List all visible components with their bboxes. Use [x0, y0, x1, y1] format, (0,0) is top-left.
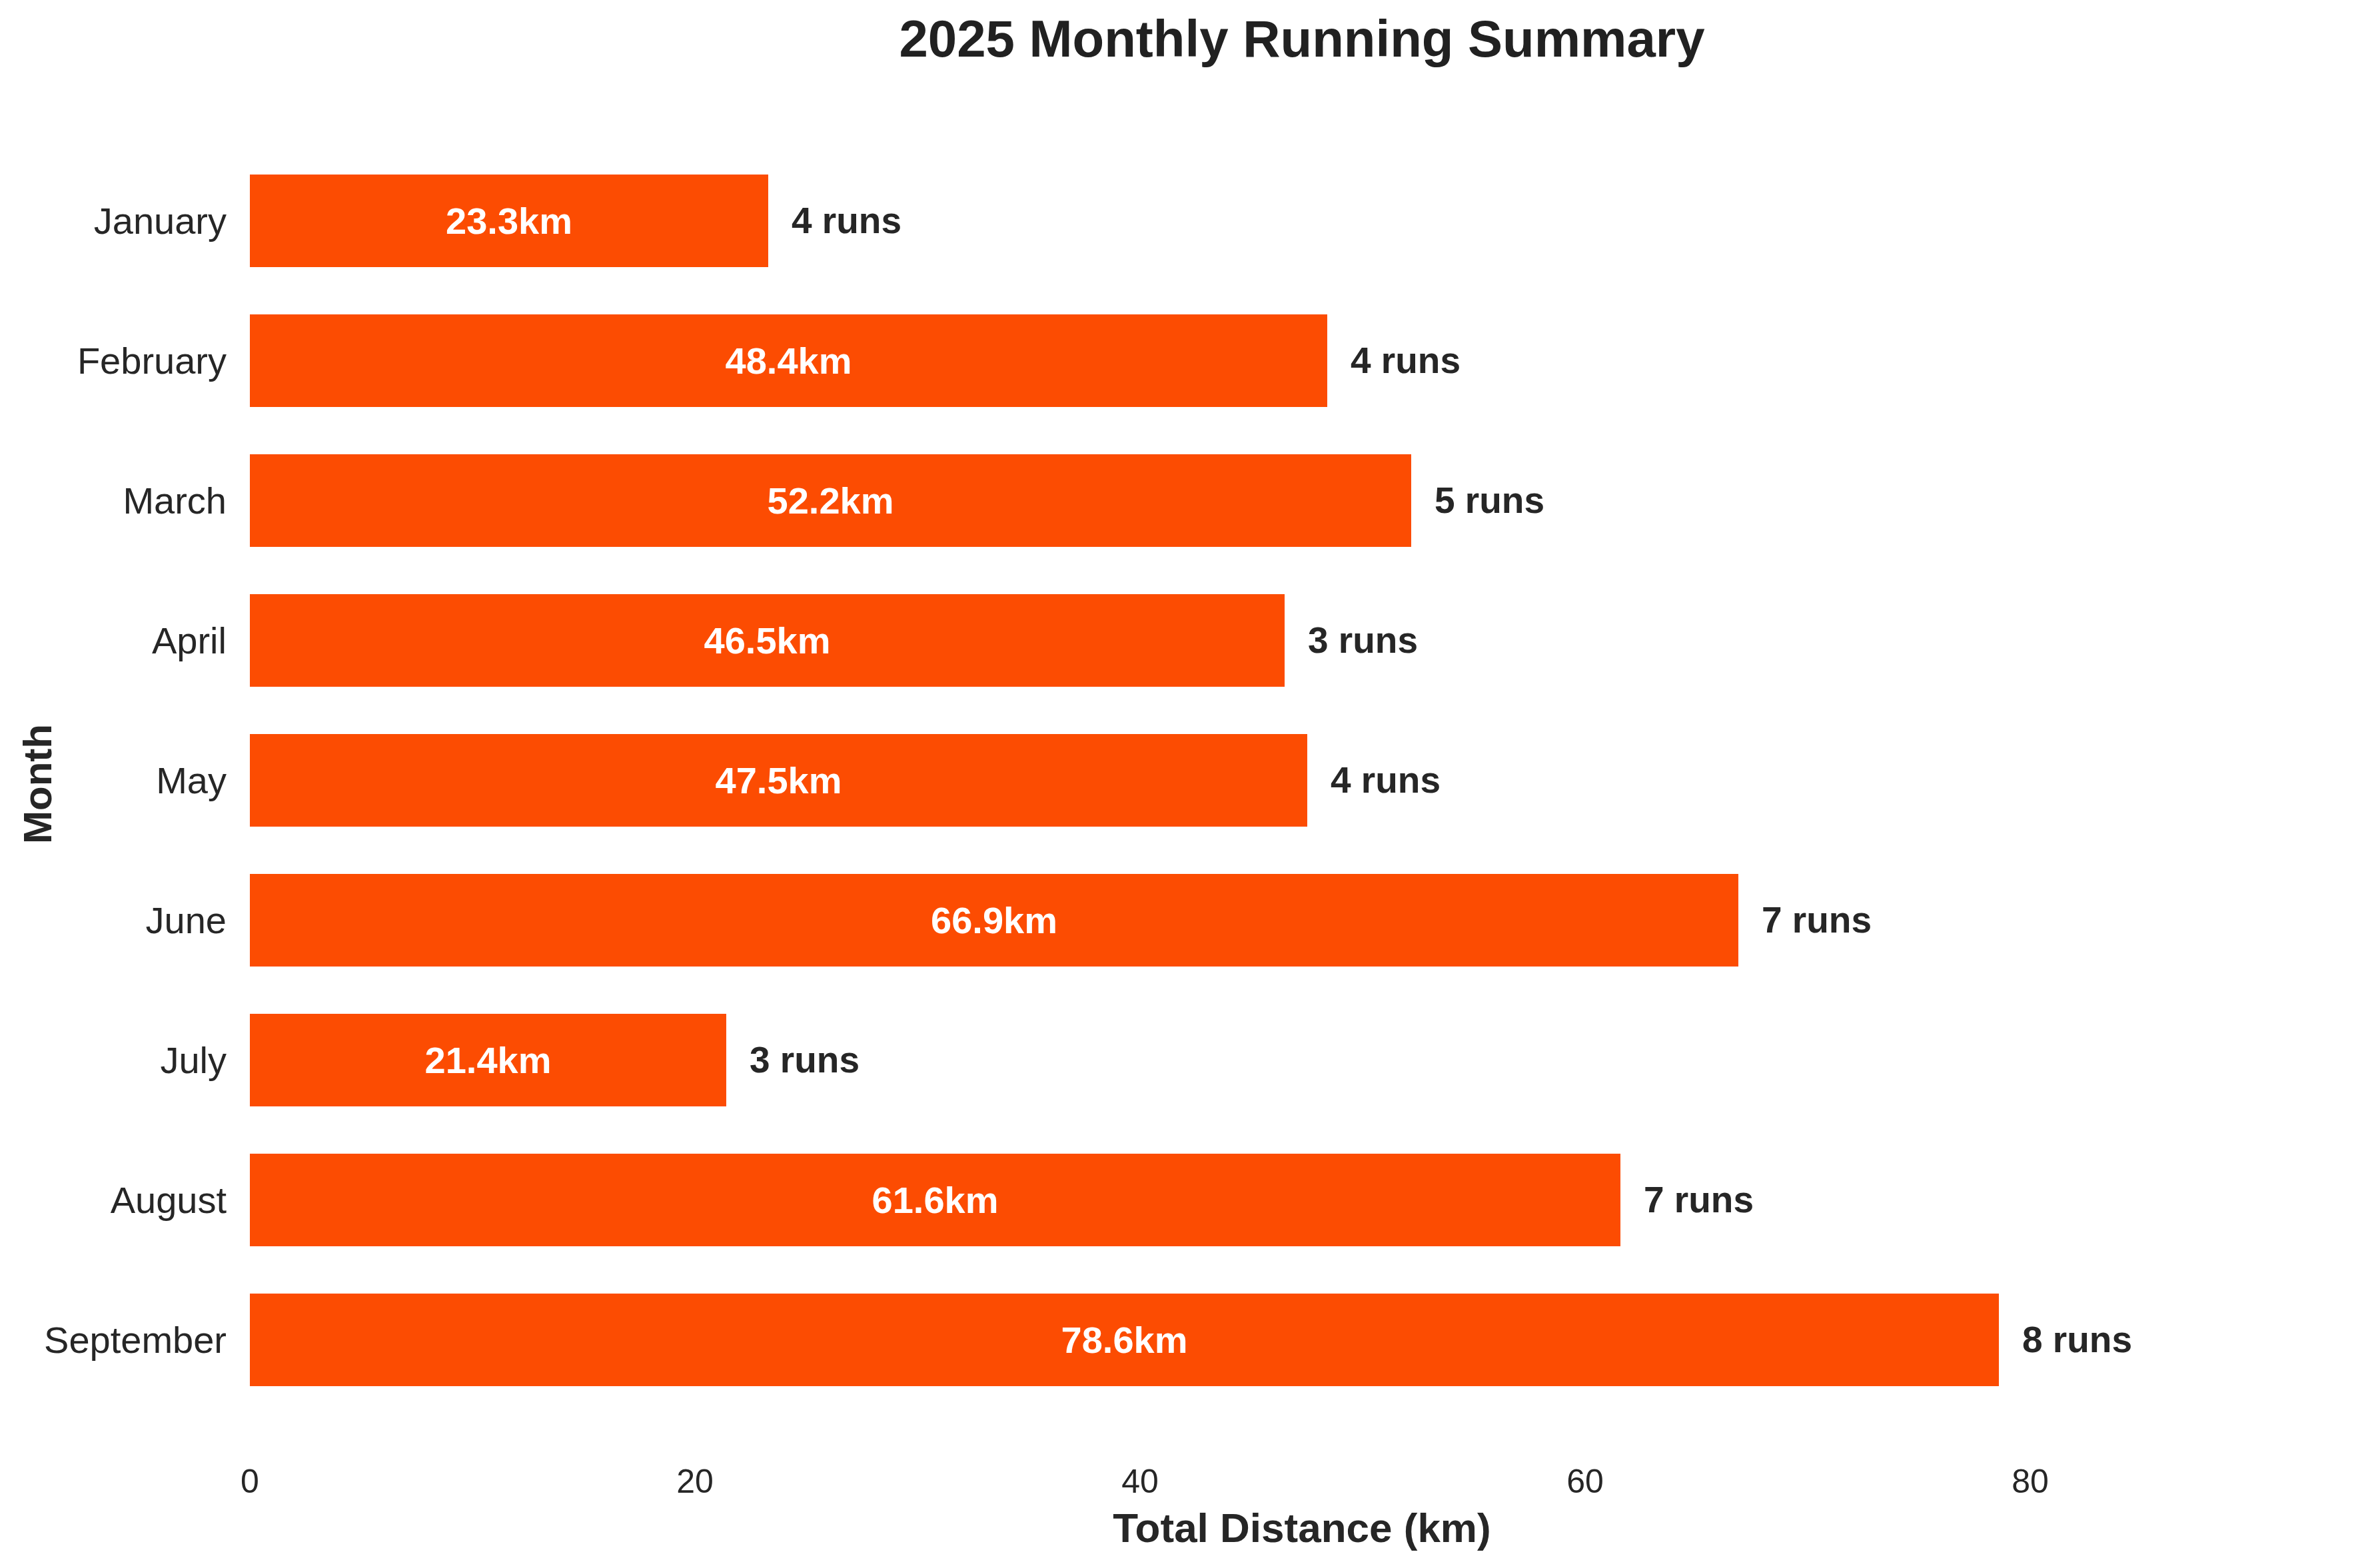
bar-distance-label: 21.4km: [425, 1038, 552, 1082]
runs-count-label: 4 runs: [792, 199, 901, 242]
x-axis-tick-label: 20: [676, 1463, 714, 1500]
y-axis-category-label: April: [0, 619, 250, 662]
runs-count-label: 4 runs: [1351, 339, 1461, 382]
bar-distance-label: 52.2km: [768, 479, 894, 522]
y-axis-category-label: May: [0, 759, 250, 802]
y-axis-category-label: August: [0, 1178, 250, 1222]
x-axis-label: Total Distance (km): [250, 1504, 2354, 1551]
y-axis-category-label: January: [0, 199, 250, 242]
bar-row: July 21.4km 3 runs: [0, 990, 2366, 1130]
y-axis-category-label: June: [0, 899, 250, 942]
bar-row: June 66.9km 7 runs: [0, 850, 2366, 990]
x-axis-tick-label: 0: [241, 1463, 259, 1500]
distance-bar: 21.4km: [250, 1014, 726, 1106]
distance-bar: 78.6km: [250, 1294, 1999, 1386]
distance-bar: 48.4km: [250, 314, 1327, 407]
y-axis-category-label: July: [0, 1038, 250, 1082]
bar-distance-label: 78.6km: [1061, 1318, 1188, 1362]
x-axis-tick-label: 60: [1566, 1463, 1604, 1500]
bar-row: September 78.6km 8 runs: [0, 1270, 2366, 1409]
distance-bar: 52.2km: [250, 454, 1411, 547]
distance-bar: 46.5km: [250, 594, 1285, 687]
runs-count-label: 7 runs: [1762, 899, 1872, 941]
bar-distance-label: 66.9km: [931, 899, 1057, 942]
bar-row: March 52.2km 5 runs: [0, 430, 2366, 570]
y-axis-category-label: September: [0, 1318, 250, 1362]
bar-distance-label: 23.3km: [446, 199, 572, 242]
runs-count-label: 8 runs: [2022, 1318, 2132, 1361]
distance-bar: 47.5km: [250, 734, 1307, 827]
bar-row: January 23.3km 4 runs: [0, 151, 2366, 290]
bar-distance-label: 48.4km: [726, 339, 852, 382]
runs-count-label: 4 runs: [1331, 759, 1441, 801]
bar-distance-label: 61.6km: [872, 1178, 999, 1222]
distance-bar: 23.3km: [250, 175, 768, 267]
x-axis-tick-label: 80: [2012, 1463, 2049, 1500]
bar-rows: January 23.3km 4 runs February 48.4km 4 …: [0, 151, 2366, 1409]
runs-count-label: 3 runs: [1308, 619, 1418, 661]
runs-count-label: 5 runs: [1435, 479, 1544, 522]
chart-title: 2025 Monthly Running Summary: [250, 11, 2354, 68]
x-axis-ticks: 0 20 40 60 80: [0, 1463, 2366, 1503]
x-axis-tick-label: 40: [1121, 1463, 1159, 1500]
bar-row: February 48.4km 4 runs: [0, 290, 2366, 430]
bar-row: August 61.6km 7 runs: [0, 1130, 2366, 1270]
bar-distance-label: 47.5km: [716, 759, 842, 802]
bar-row: April 46.5km 3 runs: [0, 570, 2366, 710]
chart-figure: 2025 Monthly Running Summary Month Janua…: [0, 0, 2366, 1568]
y-axis-category-label: March: [0, 479, 250, 522]
distance-bar: 61.6km: [250, 1154, 1620, 1246]
bar-distance-label: 46.5km: [704, 619, 831, 662]
runs-count-label: 3 runs: [750, 1038, 860, 1081]
runs-count-label: 7 runs: [1644, 1178, 1754, 1221]
distance-bar: 66.9km: [250, 874, 1738, 967]
bar-row: May 47.5km 4 runs: [0, 710, 2366, 850]
y-axis-category-label: February: [0, 339, 250, 382]
